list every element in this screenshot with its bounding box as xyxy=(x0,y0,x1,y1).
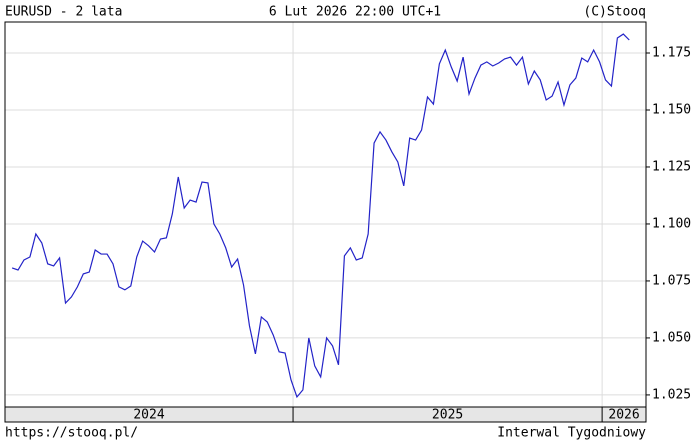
x-tick-label: 2025 xyxy=(432,408,463,423)
x-tick-label: 2026 xyxy=(608,408,639,423)
y-tick-label: 1.025 xyxy=(652,387,691,402)
y-tick-label: 1.100 xyxy=(652,216,691,231)
y-tick-label: 1.125 xyxy=(652,159,691,174)
chart-subtitle: 6 Lut 2026 22:00 UTC+1 xyxy=(269,5,441,20)
year-strip xyxy=(5,407,646,422)
y-tick-label: 1.075 xyxy=(652,273,691,288)
url: https://stooq.pl/ xyxy=(5,426,138,441)
y-tick-label: 1.150 xyxy=(652,102,691,117)
chart-title: EURUSD - 2 lata xyxy=(5,5,122,20)
source: (C)Stooq xyxy=(583,5,646,20)
price-line xyxy=(11,33,630,399)
plot-frame xyxy=(4,21,647,423)
interval: Interwal Tygodniowy xyxy=(497,426,646,441)
x-tick-label: 2024 xyxy=(133,408,164,423)
y-tick-label: 1.175 xyxy=(652,46,691,61)
y-tick-label: 1.050 xyxy=(652,330,691,345)
